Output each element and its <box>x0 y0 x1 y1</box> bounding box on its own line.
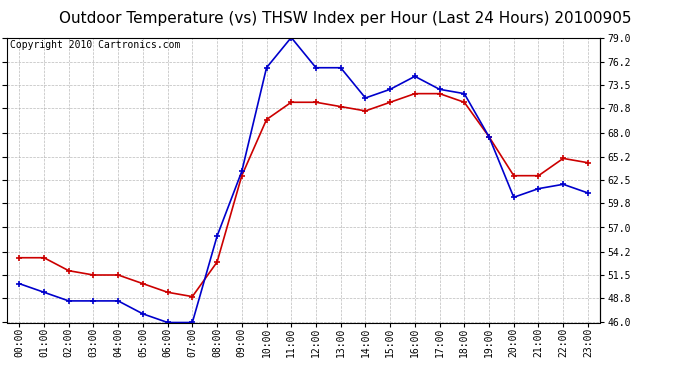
Text: Copyright 2010 Cartronics.com: Copyright 2010 Cartronics.com <box>10 40 180 50</box>
Text: Outdoor Temperature (vs) THSW Index per Hour (Last 24 Hours) 20100905: Outdoor Temperature (vs) THSW Index per … <box>59 11 631 26</box>
